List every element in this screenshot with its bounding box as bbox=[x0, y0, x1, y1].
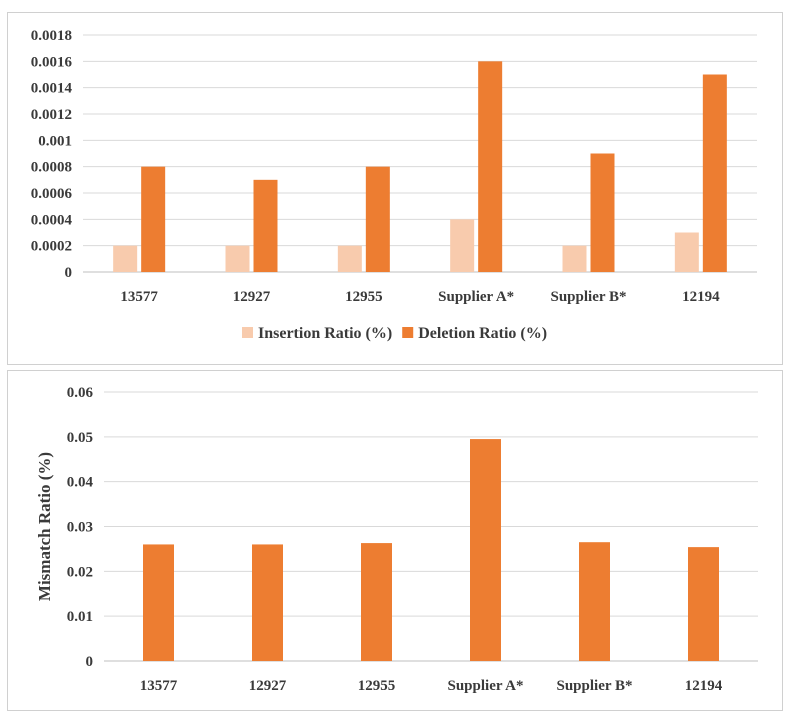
y-tick-label: 0.0018 bbox=[31, 28, 72, 44]
x-category-label: 13577 bbox=[140, 678, 178, 694]
x-category-label: 12955 bbox=[345, 289, 383, 305]
x-category-label: Supplier B* bbox=[556, 678, 632, 694]
x-category-label: 12194 bbox=[685, 678, 723, 694]
y-tick-label: 0.0008 bbox=[31, 160, 72, 176]
insertion-deletion-chart: 0 0.0002 0.0004 0.0006 0.0008 0.001 0.0012 0.00… bbox=[31, 28, 757, 342]
y-tick-label: 0 bbox=[86, 654, 94, 670]
legend-swatch bbox=[402, 327, 414, 338]
insertion-bar bbox=[674, 232, 699, 272]
y-tick-label: 0.05 bbox=[67, 430, 93, 446]
y-tick-label: 0.0012 bbox=[31, 107, 72, 123]
insertion-bar bbox=[450, 219, 475, 272]
deletion-bar bbox=[590, 153, 615, 272]
y-tick-label: 0.0002 bbox=[31, 239, 72, 255]
y-tick-label: 0.0016 bbox=[31, 54, 73, 70]
x-category-label: Supplier B* bbox=[550, 289, 626, 305]
mismatch-bar bbox=[361, 543, 392, 661]
y-axis-title: Mismatch Ratio (%) bbox=[35, 452, 54, 601]
legend-label: Insertion Ratio (%) bbox=[258, 325, 392, 342]
mismatch-bar bbox=[688, 547, 719, 661]
x-category-label: Supplier A* bbox=[447, 678, 523, 694]
deletion-bar bbox=[365, 166, 390, 272]
y-tick-label: 0.04 bbox=[67, 475, 94, 491]
y-tick-label: 0.0004 bbox=[31, 212, 73, 228]
y-tick-label: 0.0006 bbox=[31, 186, 73, 202]
x-category-label: 12927 bbox=[233, 289, 271, 305]
y-tick-label: 0.001 bbox=[38, 133, 72, 149]
y-tick-label: 0.03 bbox=[67, 520, 93, 536]
mismatch-chart: 0 0.01 0.02 0.03 0.04 0.05 0.06 13577 12927 12955… bbox=[35, 385, 758, 694]
x-category-label: 12955 bbox=[358, 678, 396, 694]
x-category-label: 12194 bbox=[682, 289, 720, 305]
insertion-bar bbox=[113, 245, 138, 272]
x-category-label: Supplier A* bbox=[438, 289, 514, 305]
mismatch-bar bbox=[143, 544, 174, 661]
mismatch-chart-panel bbox=[7, 370, 783, 711]
insertion-bar bbox=[562, 245, 587, 272]
mismatch-bar bbox=[579, 542, 610, 661]
y-tick-label: 0.01 bbox=[67, 609, 93, 625]
insertion-bar bbox=[337, 245, 362, 272]
mismatch-bar bbox=[470, 439, 501, 661]
mismatch-bar bbox=[252, 544, 283, 661]
y-tick-label: 0.02 bbox=[67, 564, 93, 580]
x-category-label: 12927 bbox=[249, 678, 287, 694]
legend-label: Deletion Ratio (%) bbox=[418, 325, 547, 342]
deletion-bar bbox=[253, 179, 278, 272]
legend-swatch bbox=[242, 327, 253, 338]
deletion-bar bbox=[702, 74, 727, 272]
y-tick-label: 0 bbox=[65, 265, 73, 281]
x-category-label: 13577 bbox=[120, 289, 158, 305]
deletion-bar bbox=[478, 61, 503, 273]
deletion-bar bbox=[141, 166, 166, 272]
insertion-deletion-chart-panel bbox=[7, 12, 783, 365]
y-tick-label: 0.0014 bbox=[31, 81, 73, 97]
y-tick-label: 0.06 bbox=[67, 385, 94, 401]
insertion-bar bbox=[225, 245, 250, 272]
